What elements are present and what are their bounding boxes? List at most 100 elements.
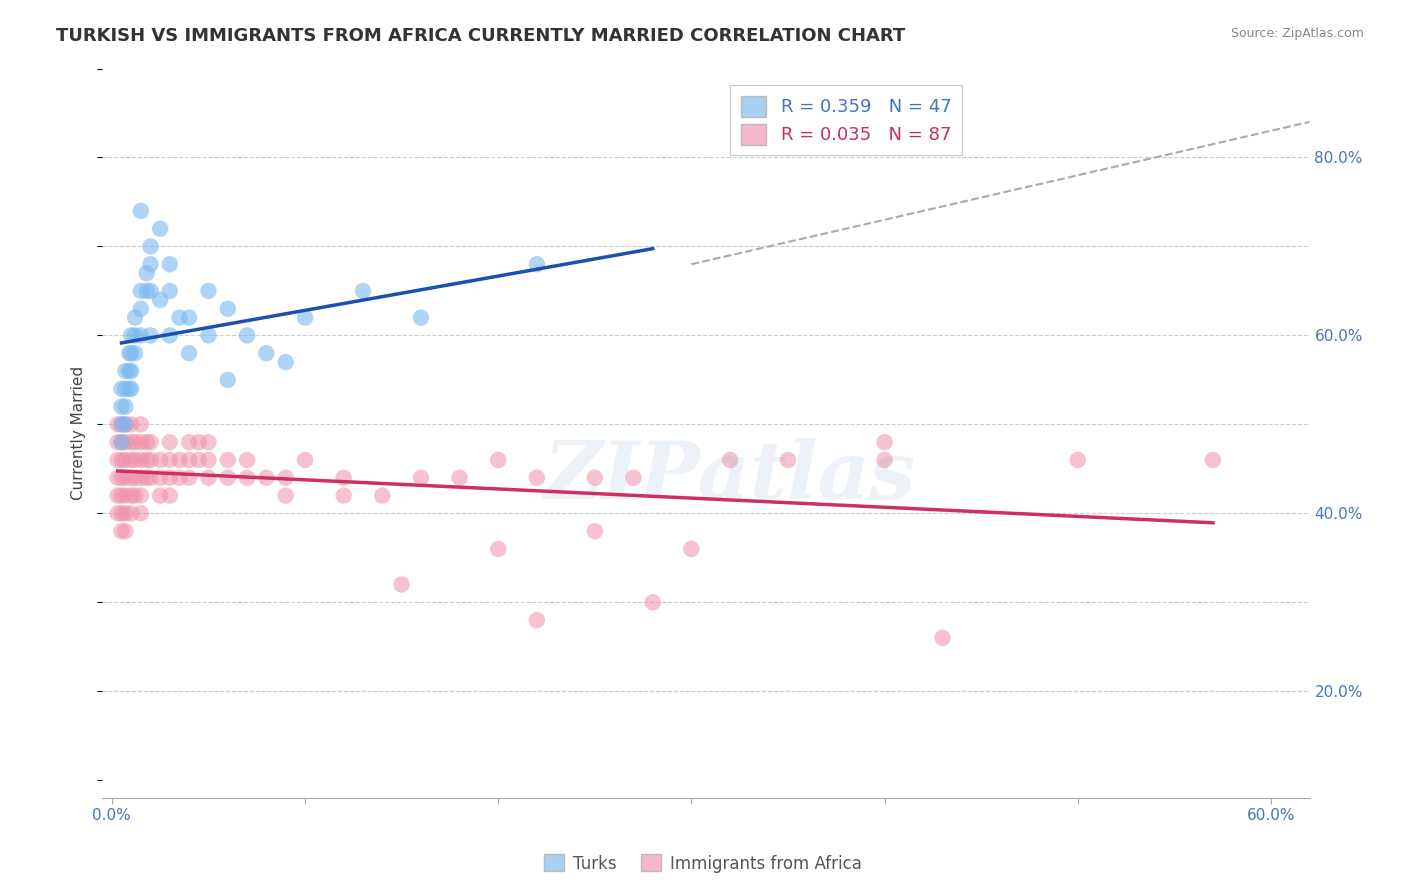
Point xyxy=(124,471,146,485)
Point xyxy=(139,435,162,450)
Point xyxy=(107,507,129,521)
Point xyxy=(124,489,146,503)
Point xyxy=(129,328,152,343)
Point xyxy=(107,417,129,432)
Point xyxy=(179,310,201,325)
Point xyxy=(149,293,172,307)
Point xyxy=(409,471,432,485)
Point xyxy=(179,453,201,467)
Point xyxy=(254,346,277,360)
Point xyxy=(129,507,152,521)
Point xyxy=(274,489,297,503)
Point xyxy=(135,435,157,450)
Point xyxy=(129,203,152,218)
Point xyxy=(124,310,146,325)
Point xyxy=(107,471,129,485)
Point xyxy=(110,471,132,485)
Point xyxy=(187,435,209,450)
Point xyxy=(118,364,141,378)
Point xyxy=(120,346,142,360)
Legend: Turks, Immigrants from Africa: Turks, Immigrants from Africa xyxy=(537,847,869,880)
Point xyxy=(139,471,162,485)
Point xyxy=(169,310,191,325)
Point xyxy=(641,595,664,609)
Text: Source: ZipAtlas.com: Source: ZipAtlas.com xyxy=(1230,27,1364,40)
Point xyxy=(118,346,141,360)
Point xyxy=(114,400,136,414)
Y-axis label: Currently Married: Currently Married xyxy=(72,367,86,500)
Point xyxy=(187,453,209,467)
Point xyxy=(179,471,201,485)
Point xyxy=(179,435,201,450)
Point xyxy=(776,453,799,467)
Point xyxy=(169,471,191,485)
Point xyxy=(114,524,136,538)
Point xyxy=(107,435,129,450)
Point xyxy=(120,382,142,396)
Point xyxy=(120,417,142,432)
Point xyxy=(114,471,136,485)
Point xyxy=(179,346,201,360)
Point xyxy=(274,471,297,485)
Point xyxy=(236,453,259,467)
Point xyxy=(139,453,162,467)
Point xyxy=(107,453,129,467)
Point xyxy=(107,489,129,503)
Point xyxy=(110,435,132,450)
Point xyxy=(139,257,162,271)
Point xyxy=(114,417,136,432)
Point xyxy=(120,507,142,521)
Point xyxy=(486,453,509,467)
Point xyxy=(114,435,136,450)
Point xyxy=(120,489,142,503)
Point xyxy=(526,613,548,627)
Point xyxy=(197,471,219,485)
Point xyxy=(526,471,548,485)
Point xyxy=(159,471,181,485)
Point xyxy=(110,435,132,450)
Point xyxy=(526,257,548,271)
Point xyxy=(110,524,132,538)
Point xyxy=(114,364,136,378)
Point xyxy=(110,453,132,467)
Point xyxy=(135,266,157,280)
Point xyxy=(149,489,172,503)
Point xyxy=(114,507,136,521)
Point xyxy=(114,417,136,432)
Point xyxy=(236,328,259,343)
Point xyxy=(129,489,152,503)
Point xyxy=(129,301,152,316)
Point xyxy=(332,489,354,503)
Point xyxy=(449,471,471,485)
Point xyxy=(236,471,259,485)
Point xyxy=(391,577,413,591)
Point xyxy=(217,471,239,485)
Point xyxy=(124,435,146,450)
Point xyxy=(254,471,277,485)
Point xyxy=(129,453,152,467)
Point xyxy=(139,239,162,253)
Point xyxy=(110,507,132,521)
Text: TURKISH VS IMMIGRANTS FROM AFRICA CURRENTLY MARRIED CORRELATION CHART: TURKISH VS IMMIGRANTS FROM AFRICA CURREN… xyxy=(56,27,905,45)
Point xyxy=(681,541,703,556)
Point xyxy=(873,453,896,467)
Point xyxy=(110,417,132,432)
Point xyxy=(159,489,181,503)
Point xyxy=(197,435,219,450)
Point xyxy=(1202,453,1225,467)
Point xyxy=(294,453,316,467)
Point xyxy=(149,453,172,467)
Point xyxy=(135,453,157,467)
Point xyxy=(120,364,142,378)
Point xyxy=(139,328,162,343)
Point xyxy=(135,471,157,485)
Point xyxy=(120,328,142,343)
Point xyxy=(159,257,181,271)
Point xyxy=(332,471,354,485)
Point xyxy=(583,524,606,538)
Point xyxy=(114,489,136,503)
Point xyxy=(371,489,394,503)
Point xyxy=(197,453,219,467)
Point xyxy=(149,471,172,485)
Point xyxy=(169,453,191,467)
